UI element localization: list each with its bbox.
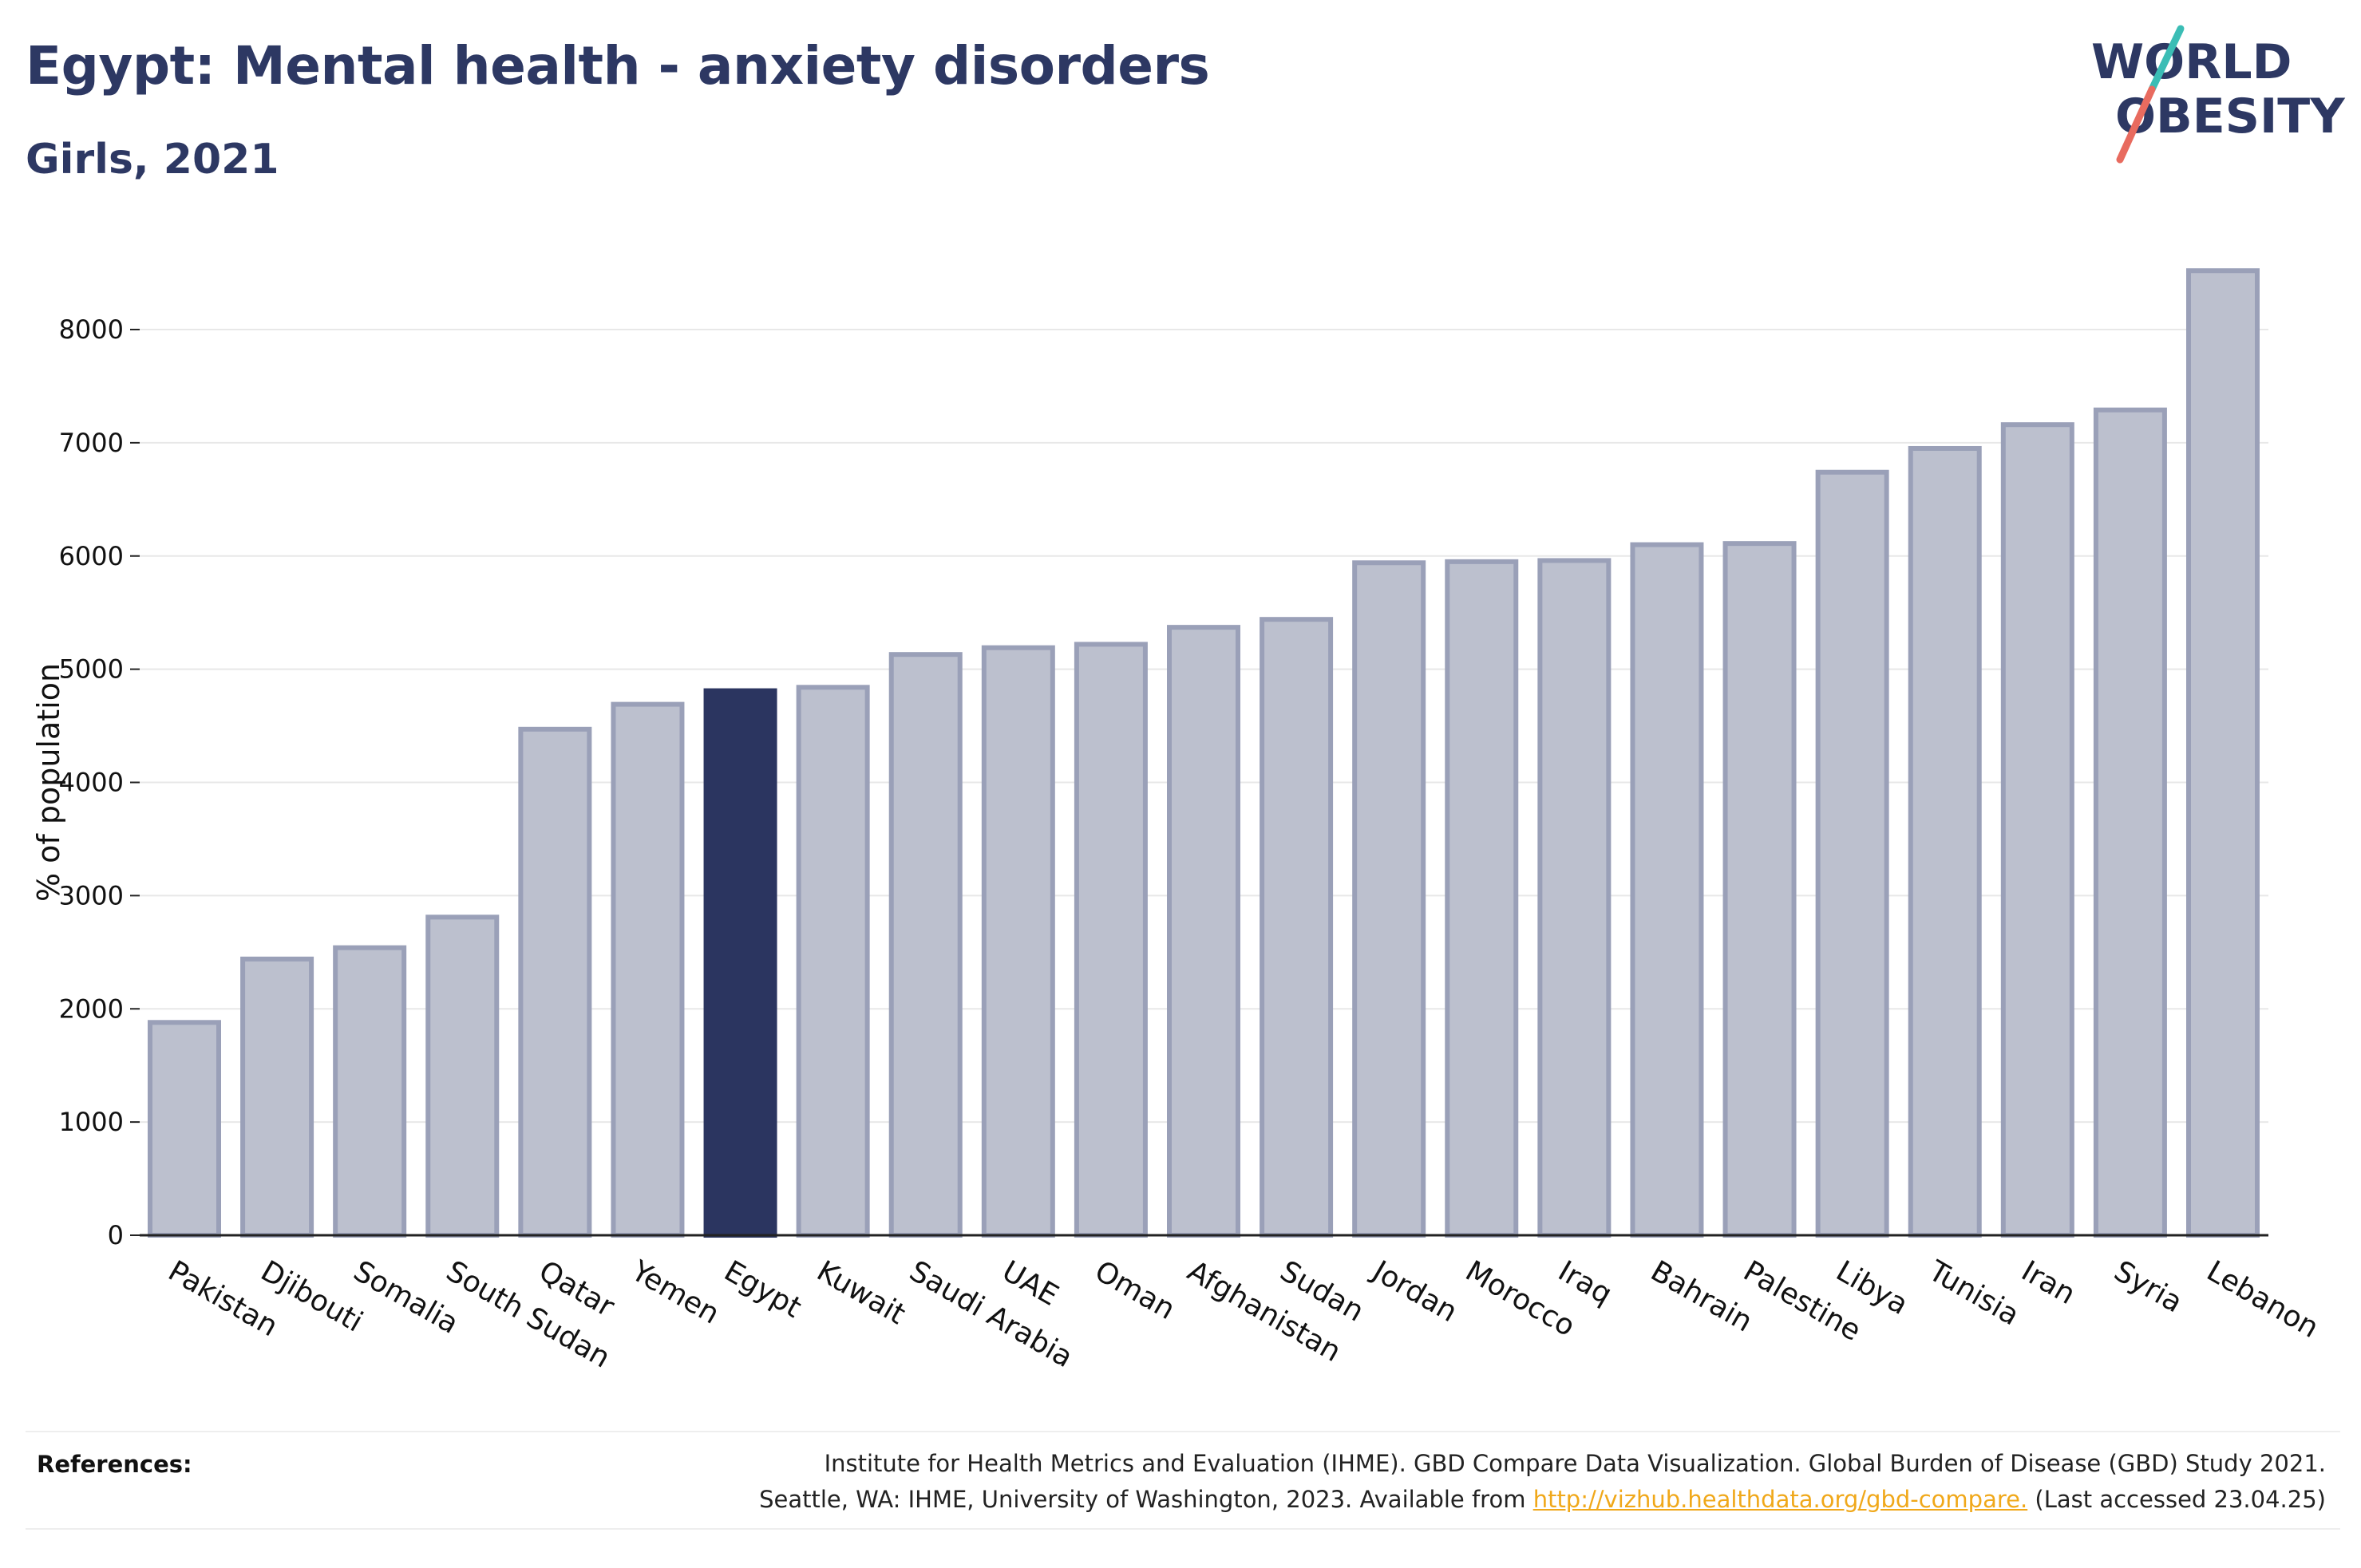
x-tick-label: Iraq: [1552, 1254, 1617, 1311]
logo-slash-coral: [2116, 85, 2156, 164]
bar-iran: [2000, 422, 2074, 1238]
bar-lebanon: [2186, 268, 2260, 1238]
bar-jordan: [1352, 560, 1426, 1238]
bar-djibouti: [240, 956, 314, 1238]
x-tick-label: Jordan: [1366, 1254, 1462, 1329]
bar-iraq: [1537, 558, 1612, 1238]
x-tick-label: Kuwait: [811, 1254, 911, 1331]
bar-bahrain: [1630, 542, 1704, 1238]
logo-text-obesity: OBESITY: [2115, 89, 2346, 144]
axes-layer: [130, 329, 2268, 1237]
x-tick-label: Egypt: [718, 1254, 806, 1324]
bar-south-sudan: [425, 914, 500, 1238]
bar-somalia: [333, 945, 407, 1238]
y-tick-label: 3000: [59, 880, 124, 910]
page-title: Egypt: Mental health - anxiety disorders: [26, 35, 1210, 97]
x-tick-label: Oman: [1090, 1254, 1180, 1326]
y-tick-label: 2000: [59, 993, 124, 1024]
references-text: Institute for Health Metrics and Evaluat…: [759, 1446, 2326, 1518]
y-tick-label: 1000: [59, 1107, 124, 1137]
y-tick-label: 7000: [59, 428, 124, 458]
logo-text-world: WORLD: [2091, 34, 2292, 90]
x-tick-label: Iran: [2016, 1254, 2081, 1311]
bar-morocco: [1445, 559, 1519, 1238]
y-tick-label: 0: [108, 1220, 124, 1250]
bar-egypt: [703, 688, 777, 1238]
bar-afghanistan: [1167, 625, 1240, 1238]
bar-chart: 010002000300040005000600070008000Pakista…: [31, 268, 2324, 1375]
bar-uae: [981, 645, 1055, 1238]
bars-layer: [148, 268, 2260, 1238]
footer-divider-bottom: [26, 1528, 2340, 1530]
y-tick-label: 6000: [59, 541, 124, 571]
bar-sudan: [1260, 617, 1334, 1238]
logo-slash-teal: [2148, 25, 2185, 93]
y-axis-label: % of population: [31, 663, 66, 902]
bar-qatar: [518, 726, 592, 1238]
x-tick-label: Bahrain: [1645, 1254, 1758, 1338]
page-subtitle: Girls, 2021: [26, 136, 279, 184]
bar-libya: [1815, 469, 1889, 1238]
references-line-2-prefix: Seattle, WA: IHME, University of Washing…: [759, 1486, 1533, 1513]
bar-saudi-arabia: [888, 652, 963, 1238]
references-line-2: Seattle, WA: IHME, University of Washing…: [759, 1482, 2326, 1518]
references-label: References:: [37, 1451, 192, 1478]
x-tick-label: Somalia: [348, 1254, 464, 1341]
bar-syria: [2093, 407, 2167, 1238]
x-tick-label: Saudi Arabia: [904, 1254, 1078, 1374]
references-line-1: Institute for Health Metrics and Evaluat…: [824, 1450, 2326, 1477]
bar-palestine: [1722, 541, 1797, 1238]
bar-kuwait: [796, 685, 870, 1238]
bar-pakistan: [148, 1020, 221, 1238]
x-tick-label: Syria: [2109, 1254, 2188, 1319]
bar-tunisia: [1908, 445, 1982, 1238]
x-tick-label: Tunisia: [1923, 1254, 2025, 1332]
x-tick-label: Lebanon: [2201, 1254, 2324, 1345]
bar-oman: [1074, 642, 1148, 1238]
world-obesity-logo: WORLD OBESITY: [2091, 25, 2346, 164]
footer-divider-top: [26, 1431, 2340, 1432]
y-tick-label: 4000: [59, 768, 124, 798]
bar-yemen: [611, 701, 685, 1238]
y-tick-label: 8000: [59, 314, 124, 345]
x-tick-label: Yemen: [625, 1254, 725, 1331]
references-link[interactable]: http://vizhub.healthdata.org/gbd-compare…: [1532, 1486, 2028, 1513]
references-line-2-suffix: (Last accessed 23.04.25): [2027, 1486, 2326, 1513]
y-tick-label: 5000: [59, 654, 124, 685]
